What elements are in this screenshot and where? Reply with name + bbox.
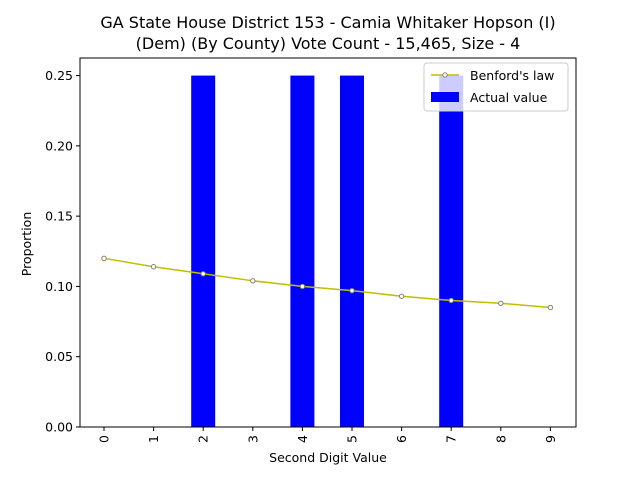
- chart-title-line-2: (Dem) (By County) Vote Count - 15,465, S…: [136, 34, 521, 53]
- benford-point-7: [448, 297, 454, 304]
- legend-bar-swatch: [431, 92, 459, 102]
- plot-area: 0 1 2 3 4 5 6 7 8 9 0.00 0.05 0.10 0.15 0.20 0.25: [45, 57, 577, 443]
- bar-digit-2: [191, 75, 216, 428]
- x-tick-label-2: 2: [196, 435, 211, 443]
- x-tick-label-4: 4: [295, 435, 310, 443]
- benford-point-4: [299, 283, 306, 290]
- chart-title-line-1: GA State House District 153 - Camia Whit…: [100, 13, 555, 32]
- benford-point-1: [150, 264, 157, 270]
- y-tick-label-0.15: 0.15: [45, 209, 73, 224]
- benford-point-5: [349, 287, 355, 294]
- benford-point-6: [398, 293, 405, 299]
- y-tick-label-0.20: 0.20: [45, 138, 73, 153]
- benford-point-9: [547, 304, 554, 311]
- benford-point-8: [498, 300, 504, 306]
- benford-line: [103, 257, 551, 309]
- y-tick-label-0.00: 0.00: [45, 420, 73, 435]
- benford-point-3: [250, 278, 256, 284]
- x-tick-label-9: 9: [543, 435, 558, 443]
- x-tick-label-8: 8: [493, 435, 508, 443]
- x-tick-label-7: 7: [444, 435, 459, 443]
- benford-point-2: [200, 271, 206, 277]
- x-axis-label: Second Digit Value: [269, 450, 387, 465]
- benford-point-0: [101, 255, 107, 262]
- y-tick-label-0.10: 0.10: [45, 279, 73, 294]
- x-tick-label-0: 0: [97, 435, 112, 443]
- legend-line-marker: [442, 72, 448, 78]
- y-tick-label-0.05: 0.05: [45, 349, 73, 364]
- legend: Benford's law Actual value: [423, 62, 569, 112]
- x-tick-label-3: 3: [245, 435, 260, 443]
- bar-digit-4: [290, 75, 315, 428]
- y-axis-label: Proportion: [19, 212, 34, 277]
- legend-label-benford: Benford's law: [470, 68, 554, 83]
- legend-label-actual: Actual value: [470, 90, 548, 105]
- x-tick-label-5: 5: [345, 435, 360, 443]
- bar-digit-7: [439, 75, 464, 428]
- x-tick-label-6: 6: [394, 435, 409, 443]
- y-tick-label-0.25: 0.25: [45, 68, 73, 83]
- bar-digit-5: [340, 75, 364, 428]
- legend-frame: [423, 62, 569, 112]
- x-tick-label-1: 1: [146, 435, 161, 443]
- axes-frame: [79, 57, 577, 428]
